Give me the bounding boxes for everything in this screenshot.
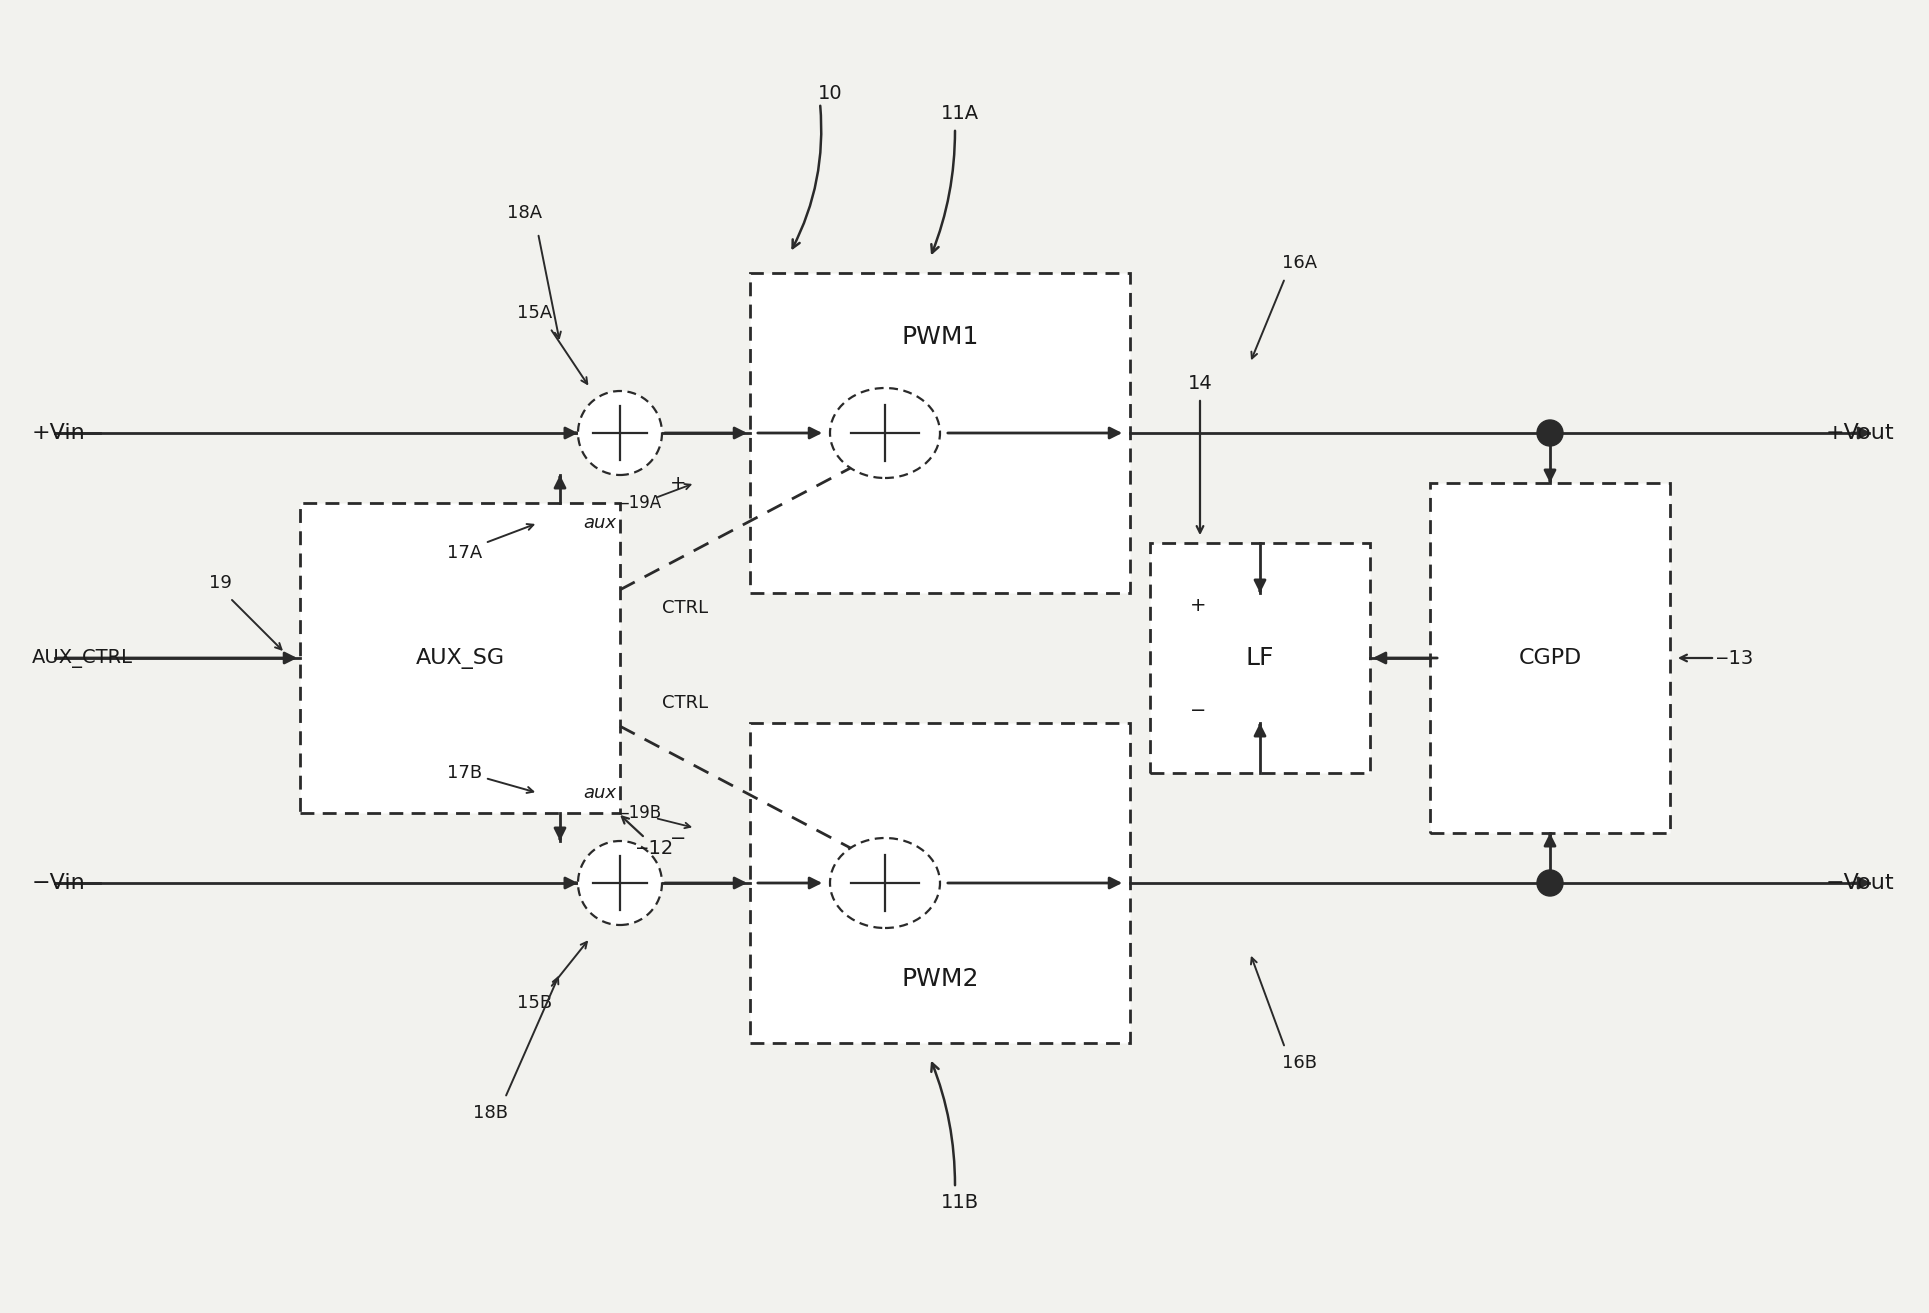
Text: 18A: 18A: [507, 204, 542, 222]
Bar: [301, 503, 619, 813]
Text: LF: LF: [1246, 646, 1275, 670]
Text: 16A: 16A: [1283, 253, 1318, 272]
Text: ‒19A: ‒19A: [619, 494, 662, 512]
Circle shape: [1537, 420, 1562, 446]
Bar: [1150, 544, 1370, 773]
Text: 16B: 16B: [1283, 1054, 1318, 1071]
Text: CTRL: CTRL: [662, 599, 708, 617]
Bar: [750, 273, 1130, 593]
Text: 11B: 11B: [941, 1194, 980, 1212]
Text: 19: 19: [208, 574, 231, 592]
Bar: [750, 723, 1130, 1043]
Text: 10: 10: [818, 84, 843, 102]
Text: 17B: 17B: [448, 764, 482, 783]
Text: 18B: 18B: [473, 1104, 507, 1123]
Bar: [1429, 483, 1671, 832]
Text: PWM2: PWM2: [901, 966, 978, 991]
Text: +: +: [1190, 596, 1208, 614]
Text: 15B: 15B: [517, 994, 552, 1012]
Text: ‒19B: ‒19B: [619, 804, 662, 822]
Text: AUX_CTRL: AUX_CTRL: [33, 649, 133, 667]
Text: −Vin: −Vin: [33, 873, 85, 893]
Text: CTRL: CTRL: [662, 695, 708, 712]
Text: +Vin: +Vin: [33, 423, 85, 442]
Ellipse shape: [829, 389, 939, 478]
Ellipse shape: [829, 838, 939, 928]
Text: aux: aux: [583, 513, 617, 532]
Text: CGPD: CGPD: [1518, 649, 1582, 668]
Text: ‒13: ‒13: [1717, 649, 1753, 667]
Text: PWM1: PWM1: [901, 326, 978, 349]
Text: −: −: [1190, 701, 1206, 721]
Circle shape: [1537, 871, 1562, 895]
Circle shape: [579, 842, 662, 924]
Text: 14: 14: [1188, 373, 1211, 393]
Text: 11A: 11A: [941, 104, 980, 122]
Text: +: +: [669, 474, 687, 492]
Text: AUX_SG: AUX_SG: [415, 647, 505, 668]
Text: 15A: 15A: [517, 305, 552, 322]
Text: ‒12: ‒12: [637, 839, 673, 857]
Text: +Vout: +Vout: [1825, 423, 1894, 442]
Text: 17A: 17A: [448, 544, 482, 562]
Circle shape: [579, 391, 662, 475]
Text: −Vout: −Vout: [1825, 873, 1894, 893]
Text: aux: aux: [583, 784, 617, 802]
Text: −: −: [669, 829, 687, 847]
